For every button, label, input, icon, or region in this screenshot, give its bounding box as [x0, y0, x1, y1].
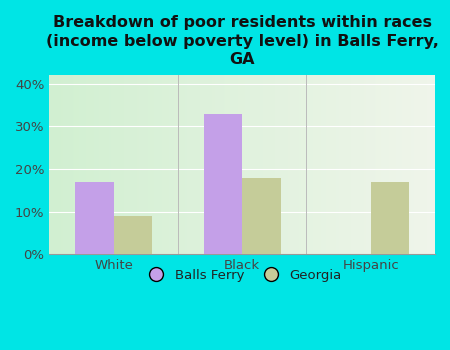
- Bar: [75, 182, 114, 254]
- Legend: Balls Ferry, Georgia: Balls Ferry, Georgia: [138, 264, 346, 287]
- Bar: [242, 177, 281, 254]
- Title: Breakdown of poor residents within races
(income below poverty level) in Balls F: Breakdown of poor residents within races…: [46, 15, 439, 67]
- Bar: [203, 114, 242, 254]
- Bar: [371, 182, 410, 254]
- Bar: [114, 216, 152, 254]
